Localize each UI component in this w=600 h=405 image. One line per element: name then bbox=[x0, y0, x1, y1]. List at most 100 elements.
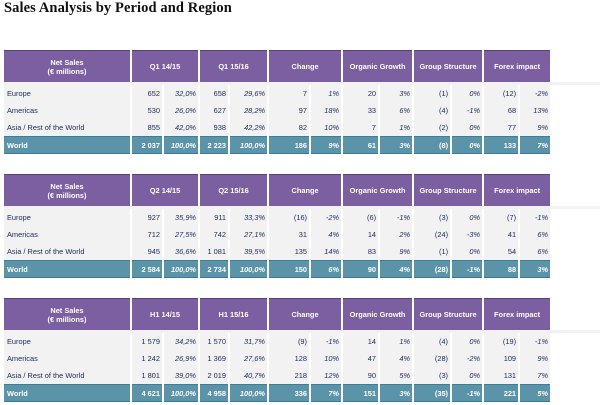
change-percent: 18% bbox=[311, 102, 342, 119]
period-b-value: 911 bbox=[200, 209, 229, 226]
organic-value: 14 bbox=[343, 226, 379, 243]
organic-value: 90 bbox=[343, 260, 379, 278]
group-value: (28) bbox=[414, 350, 451, 367]
period-b-value: 658 bbox=[200, 85, 229, 102]
group-value: (3) bbox=[414, 367, 451, 384]
forex-percent: -1% bbox=[520, 333, 551, 350]
table-row: Asia / Rest of the World 855 42,0% 938 4… bbox=[4, 119, 600, 136]
change-percent: 9% bbox=[311, 136, 342, 154]
period-b-value: 1 081 bbox=[200, 243, 229, 260]
net-sales-header: Net Sales (€ millions) bbox=[4, 50, 130, 82]
region-label: Asia / Rest of the World bbox=[4, 119, 130, 136]
group-percent: 0% bbox=[452, 209, 483, 226]
total-label: World bbox=[4, 136, 130, 154]
group-value: (8) bbox=[414, 136, 451, 154]
period-b-value: 627 bbox=[200, 102, 229, 119]
period-a-value: 1 801 bbox=[132, 367, 162, 384]
period-a-value: 2 584 bbox=[132, 260, 162, 278]
period-a-value: 945 bbox=[132, 243, 162, 260]
period-b-share: 39,5% bbox=[230, 243, 268, 260]
group-value: (3) bbox=[414, 209, 451, 226]
change-percent: -2% bbox=[311, 209, 342, 226]
forex-percent: 9% bbox=[520, 119, 551, 136]
group-structure-header: Group Structure bbox=[414, 50, 483, 82]
group-value: (35) bbox=[414, 384, 451, 402]
table-header-row: Net Sales (€ millions) Q2 14/15 Q2 15/16 … bbox=[4, 174, 600, 206]
spacer-row bbox=[4, 206, 600, 209]
group-value: (2) bbox=[414, 119, 451, 136]
currency-unit-label: (€ millions) bbox=[47, 314, 87, 324]
period-b-value: 4 958 bbox=[200, 384, 228, 402]
organic-value: 61 bbox=[343, 136, 379, 154]
period-a-value: 712 bbox=[132, 226, 162, 243]
forex-percent: 3% bbox=[520, 260, 551, 278]
forex-impact-header: Forex impact bbox=[484, 50, 551, 82]
period-a-share: 26,0% bbox=[164, 102, 199, 119]
change-value: 82 bbox=[269, 119, 310, 136]
group-value: (28) bbox=[414, 260, 451, 278]
change-percent: 12% bbox=[311, 367, 342, 384]
change-percent: 10% bbox=[311, 119, 342, 136]
total-row: World 2 037 100,0% 2 223 100,0% 186 9% 6… bbox=[4, 136, 600, 154]
period-a-share: 42,0% bbox=[164, 119, 199, 136]
period-a-value: 2 037 bbox=[132, 136, 162, 154]
period-a-share: 26,9% bbox=[164, 350, 198, 367]
period-b-value: 2 019 bbox=[200, 367, 228, 384]
net-sales-header: Net Sales (€ millions) bbox=[4, 174, 130, 206]
period-a-value: 1 242 bbox=[132, 350, 162, 367]
change-percent: 7% bbox=[311, 384, 342, 402]
organic-percent: 3% bbox=[380, 384, 413, 402]
table-row: Europe 652 32,0% 658 29,6% 7 1% 20 3% (1… bbox=[4, 85, 600, 102]
organic-value: 14 bbox=[343, 333, 379, 350]
period-a-header: Q1 14/15 bbox=[132, 50, 199, 82]
organic-growth-header: Organic Growth bbox=[343, 298, 413, 330]
forex-percent: 7% bbox=[520, 367, 551, 384]
forex-percent: 6% bbox=[520, 243, 551, 260]
net-sales-label: Net Sales bbox=[50, 305, 84, 315]
organic-percent: 4% bbox=[380, 350, 413, 367]
period-a-share: 34,2% bbox=[164, 333, 198, 350]
forex-value: 77 bbox=[484, 119, 519, 136]
organic-percent: 4% bbox=[380, 260, 413, 278]
table-row: Europe 927 35,9% 911 33,3% (16) -2% (6) … bbox=[4, 209, 600, 226]
forex-impact-header: Forex impact bbox=[484, 298, 551, 330]
table-row: Americas 530 26,0% 627 28,2% 97 18% 33 6… bbox=[4, 102, 600, 119]
region-label: Americas bbox=[4, 226, 130, 243]
net-sales-header: Net Sales (€ millions) bbox=[4, 298, 130, 330]
group-structure-header: Group Structure bbox=[414, 174, 483, 206]
region-label: Americas bbox=[4, 350, 130, 367]
organic-growth-header: Organic Growth bbox=[343, 174, 413, 206]
table-row: Americas 712 27,5% 742 27,1% 31 4% 14 2%… bbox=[4, 226, 600, 243]
group-percent: 0% bbox=[452, 136, 483, 154]
sales-table-quarter-1: Net Sales (€ millions) Q1 14/15 Q1 15/16 … bbox=[2, 50, 600, 154]
currency-unit-label: (€ millions) bbox=[47, 66, 87, 76]
sales-table-half-year: Net Sales (€ millions) H1 14/15 H1 15/16 … bbox=[2, 298, 600, 402]
forex-impact-header: Forex impact bbox=[484, 174, 551, 206]
table-row: Asia / Rest of the World 1 801 39,0% 2 0… bbox=[4, 367, 600, 384]
group-value: (24) bbox=[414, 226, 451, 243]
period-b-share: 31,7% bbox=[230, 333, 267, 350]
total-label: World bbox=[4, 260, 130, 278]
region-label: Europe bbox=[4, 85, 130, 102]
group-percent: 0% bbox=[452, 333, 483, 350]
period-a-value: 652 bbox=[132, 85, 162, 102]
forex-percent: -2% bbox=[520, 85, 551, 102]
period-a-share: 35,9% bbox=[164, 209, 199, 226]
forex-value: 109 bbox=[484, 350, 519, 367]
change-percent: 1% bbox=[311, 85, 342, 102]
forex-value: (19) bbox=[484, 333, 519, 350]
forex-percent: 5% bbox=[520, 384, 551, 402]
forex-value: (7) bbox=[484, 209, 519, 226]
page-title: Sales Analysis by Period and Region bbox=[4, 0, 232, 16]
region-label: Asia / Rest of the World bbox=[4, 367, 130, 384]
period-b-header: H1 15/16 bbox=[200, 298, 267, 330]
organic-value: 90 bbox=[343, 367, 379, 384]
change-value: 7 bbox=[269, 85, 310, 102]
group-percent: -1% bbox=[452, 384, 483, 402]
total-row: World 2 584 100,0% 2 734 100,0% 150 6% 9… bbox=[4, 260, 600, 278]
organic-percent: 2% bbox=[380, 226, 413, 243]
period-a-header: H1 14/15 bbox=[132, 298, 198, 330]
organic-value: 20 bbox=[343, 85, 379, 102]
period-a-share: 32,0% bbox=[164, 85, 199, 102]
forex-value: 131 bbox=[484, 367, 519, 384]
